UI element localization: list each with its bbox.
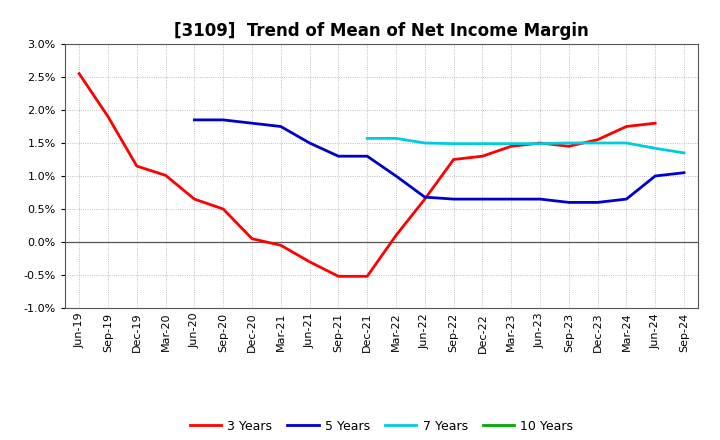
5 Years <box>305 140 314 146</box>
5 Years <box>680 170 688 175</box>
Line: 3 Years: 3 Years <box>79 73 655 276</box>
Line: 7 Years: 7 Years <box>367 138 684 153</box>
5 Years <box>449 196 458 202</box>
3 Years <box>190 196 199 202</box>
Line: 5 Years: 5 Years <box>194 120 684 202</box>
7 Years <box>651 146 660 151</box>
Legend: 3 Years, 5 Years, 7 Years, 10 Years: 3 Years, 5 Years, 7 Years, 10 Years <box>185 414 578 437</box>
3 Years <box>449 157 458 162</box>
5 Years <box>536 196 544 202</box>
5 Years <box>507 196 516 202</box>
3 Years <box>420 196 429 202</box>
7 Years <box>593 140 602 146</box>
3 Years <box>392 233 400 238</box>
5 Years <box>219 117 228 122</box>
3 Years <box>478 154 487 159</box>
3 Years <box>507 143 516 149</box>
7 Years <box>392 136 400 141</box>
7 Years <box>507 141 516 146</box>
5 Years <box>392 173 400 179</box>
3 Years <box>334 274 343 279</box>
5 Years <box>276 124 285 129</box>
3 Years <box>622 124 631 129</box>
3 Years <box>305 259 314 264</box>
5 Years <box>420 194 429 200</box>
Title: [3109]  Trend of Mean of Net Income Margin: [3109] Trend of Mean of Net Income Margi… <box>174 22 589 40</box>
7 Years <box>564 140 573 146</box>
3 Years <box>363 274 372 279</box>
3 Years <box>651 121 660 126</box>
5 Years <box>651 173 660 179</box>
3 Years <box>593 137 602 143</box>
7 Years <box>449 141 458 146</box>
3 Years <box>564 143 573 149</box>
3 Years <box>536 140 544 146</box>
3 Years <box>132 163 141 169</box>
3 Years <box>248 236 256 241</box>
5 Years <box>334 154 343 159</box>
7 Years <box>478 141 487 146</box>
5 Years <box>478 196 487 202</box>
5 Years <box>190 117 199 122</box>
3 Years <box>104 114 112 119</box>
5 Years <box>564 200 573 205</box>
5 Years <box>248 121 256 126</box>
3 Years <box>276 243 285 248</box>
7 Years <box>536 141 544 146</box>
7 Years <box>680 150 688 156</box>
5 Years <box>363 154 372 159</box>
3 Years <box>219 206 228 212</box>
3 Years <box>75 71 84 76</box>
3 Years <box>161 172 170 178</box>
7 Years <box>420 140 429 146</box>
7 Years <box>363 136 372 141</box>
7 Years <box>622 140 631 146</box>
5 Years <box>622 196 631 202</box>
5 Years <box>593 200 602 205</box>
